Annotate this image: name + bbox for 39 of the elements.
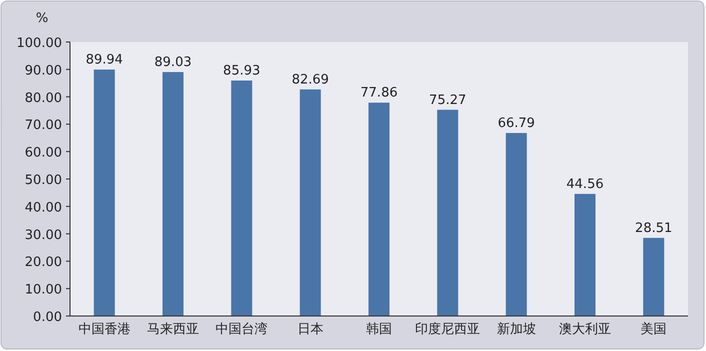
x-tick-label: 韩国 (366, 322, 392, 337)
y-tick-label: 100.00 (16, 36, 62, 51)
data-label: 89.94 (86, 52, 123, 68)
y-tick-label: 40.00 (24, 200, 62, 216)
data-label: 66.79 (498, 116, 535, 131)
y-tick-label: 30.00 (24, 228, 62, 243)
bar (643, 238, 664, 316)
x-tick-label: 日本 (297, 322, 324, 337)
data-label: 75.27 (429, 92, 466, 108)
x-tick-label: 美国 (640, 321, 667, 337)
bar (231, 80, 252, 316)
y-axis-title: % (36, 11, 48, 26)
x-tick-label: 新加坡 (496, 322, 536, 337)
y-tick-label: 0.00 (33, 310, 62, 325)
x-tick-label: 中国台湾 (216, 321, 268, 337)
y-tick-label: 80.00 (24, 90, 62, 106)
y-tick-label: 50.00 (24, 173, 62, 188)
bar (506, 132, 527, 316)
y-tick-label: 70.00 (24, 118, 62, 134)
data-label: 44.56 (566, 176, 604, 192)
x-tick-label: 印度尼西亚 (415, 321, 480, 337)
data-label: 82.69 (292, 72, 329, 88)
bar (162, 72, 184, 316)
x-tick-label: 马来西亚 (147, 322, 199, 337)
y-tick-label: 60.00 (24, 146, 62, 161)
bar (574, 194, 596, 316)
data-label: 28.51 (635, 220, 672, 236)
y-tick-label: 90.00 (24, 63, 62, 78)
y-tick-label: 20.00 (24, 255, 62, 270)
y-tick-label: 10.00 (24, 282, 62, 298)
data-label: 77.86 (360, 86, 398, 101)
bar (368, 102, 390, 316)
bar (437, 110, 458, 316)
bar (94, 70, 115, 316)
x-tick-label: 澳大利亚 (559, 322, 611, 337)
data-label: 89.03 (154, 55, 192, 70)
x-tick-label: 中国香港 (78, 322, 130, 337)
bar (300, 89, 321, 316)
data-label: 85.93 (223, 64, 260, 79)
